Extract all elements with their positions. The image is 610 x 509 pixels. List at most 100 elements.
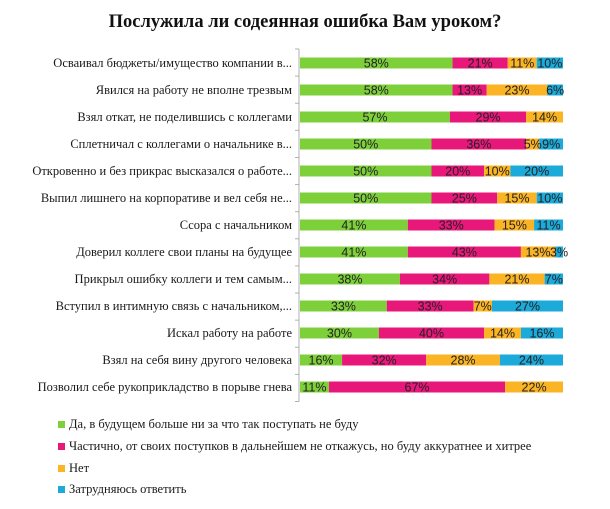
legend: Да, в будущем больше ни за что так посту… (58, 414, 531, 501)
bar-segment-series-0 (300, 273, 400, 285)
data-label: 67% (405, 381, 430, 395)
data-label: 28% (451, 354, 476, 368)
data-label: 16% (309, 354, 334, 368)
data-label: 50% (353, 165, 378, 179)
bar-segment-series-1 (407, 219, 495, 231)
data-label: 14% (490, 327, 515, 341)
bar-segment-series-2 (473, 300, 492, 312)
bar-segment-series-0 (300, 327, 379, 339)
data-label: 3% (550, 246, 568, 260)
data-label: 5% (524, 138, 542, 152)
data-label: 58% (364, 57, 389, 71)
data-label: 32% (372, 354, 397, 368)
data-label: 10% (485, 165, 510, 179)
legend-swatch (58, 486, 65, 494)
category-label: Взял откат, не поделившись с коллегами (77, 110, 292, 124)
legend-item-3: Затрудняюсь ответить (58, 479, 531, 501)
data-label: 10% (537, 192, 562, 206)
bar-segment-series-0 (300, 354, 343, 366)
bar-segment-series-1 (431, 138, 527, 150)
bar-segment-series-3 (547, 84, 563, 96)
data-label: 34% (432, 273, 457, 287)
bar-segment-series-2 (520, 246, 556, 258)
data-label: 15% (502, 219, 527, 233)
data-label: 11% (536, 219, 560, 233)
bar-segment-series-3 (499, 354, 563, 366)
data-label: 6% (546, 84, 564, 98)
category-label: Прикрыл ошибку коллеги и тем самым... (75, 272, 292, 286)
bar-segment-series-2 (526, 138, 540, 150)
legend-swatch (58, 443, 65, 451)
legend-swatch (58, 464, 65, 472)
category-label: Взял на себя вину другого человека (102, 353, 292, 367)
data-label: 40% (419, 327, 444, 341)
data-label: 11% (510, 57, 534, 71)
bar-segment-series-2 (507, 57, 537, 69)
data-label: 13% (525, 246, 550, 260)
bar-segment-series-2 (494, 219, 535, 231)
data-label: 11% (302, 381, 326, 395)
data-label: 30% (327, 327, 352, 341)
data-label: 20% (524, 165, 549, 179)
legend-item-0: Да, в будущем больше ни за что так посту… (58, 414, 531, 436)
bar-segment-series-1 (342, 354, 427, 366)
bar-segment-series-1 (378, 327, 485, 339)
bar-segment-series-2 (426, 354, 500, 366)
chart-title: Послужила ли содеянная ошибка Вам уроком… (108, 12, 502, 32)
bar-segment-series-1 (399, 273, 490, 285)
legend-label: Затрудняюсь ответить (69, 482, 187, 497)
bar-segment-series-0 (300, 246, 408, 258)
bar-segment-series-0 (300, 192, 432, 204)
data-label: 36% (466, 138, 491, 152)
data-label: 14% (532, 111, 557, 125)
bar-segment-series-1 (407, 246, 521, 258)
bar-segment-series-3 (555, 246, 563, 258)
category-label: Откровенно и без прикрас высказался о ра… (32, 164, 292, 178)
data-label: 38% (337, 273, 362, 287)
bar-segment-series-3 (491, 300, 563, 312)
bar-segment-series-3 (520, 327, 563, 339)
data-label: 50% (353, 138, 378, 152)
bar-segment-series-2 (489, 273, 545, 285)
stacked-bar-chart: 58% 21% 11% 10%58% 13% 23% 6%57% 29% 14%50% 36% 5%… (32, 48, 568, 402)
y-axis (295, 48, 300, 402)
data-label: 7% (474, 300, 492, 314)
bar-segment-series-0 (300, 219, 408, 231)
bar-segment-series-0 (300, 111, 450, 123)
bar-segment-series-2 (497, 192, 537, 204)
data-label: 21% (504, 273, 529, 287)
data-label: 13% (457, 84, 482, 98)
category-label: Ссора с начальником (180, 218, 292, 232)
bar-segment-series-1 (449, 111, 527, 123)
bar-segment-series-1 (431, 192, 498, 204)
bar-segment-series-2 (486, 84, 548, 96)
category-label: Позволил себе рукоприкладство в порыве г… (38, 380, 293, 394)
data-label: 7% (545, 273, 563, 287)
category-label: Сплетничал с коллегами о начальнике в... (70, 137, 292, 151)
bar-segment-series-0 (300, 381, 329, 393)
data-label: 25% (452, 192, 477, 206)
bar-segment-series-2 (505, 381, 563, 393)
bar-segment-series-0 (300, 138, 432, 150)
category-label: Явился на работу не вполне трезвым (96, 83, 292, 97)
data-label: 41% (341, 246, 366, 260)
value-labels: 58% 21% 11% 10%58% 13% 23% 6%57% 29% 14%50% 36% 5%… (302, 57, 568, 395)
bar-segment-series-0 (300, 300, 387, 312)
data-label: 29% (476, 111, 501, 125)
category-labels: Осваивал бюджеты/имущество компании в...… (32, 56, 292, 394)
bar-segment-series-2 (484, 327, 521, 339)
category-label: Доверил коллеге свои планы на будущее (76, 245, 292, 259)
legend-label: Частично, от своих поступков в дальнейше… (69, 439, 532, 454)
bar-segment-series-3 (510, 165, 563, 177)
legend-item-2: Нет (58, 457, 531, 479)
data-label: 10% (537, 57, 562, 71)
data-label: 22% (522, 381, 547, 395)
bar-segment-series-1 (452, 57, 508, 69)
bar-segment-series-3 (534, 219, 563, 231)
data-label: 23% (504, 84, 529, 98)
data-label: 33% (418, 300, 443, 314)
bar-segment-series-0 (300, 57, 453, 69)
bar-segment-series-1 (328, 381, 506, 393)
data-label: 50% (353, 192, 378, 206)
bar-segment-series-1 (452, 84, 487, 96)
